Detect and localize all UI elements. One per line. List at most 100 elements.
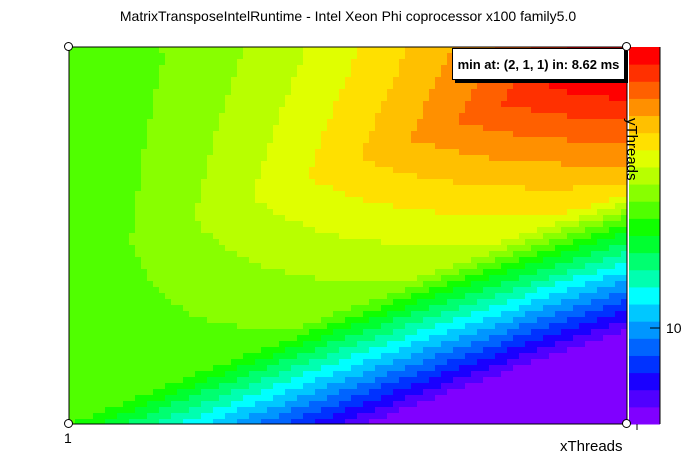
- heat-cell: [315, 299, 322, 306]
- heat-cell: [201, 233, 208, 240]
- heat-cell: [561, 323, 568, 330]
- heat-cell: [519, 251, 526, 258]
- heat-cell: [141, 47, 148, 54]
- heat-cell: [321, 71, 328, 78]
- heat-cell: [375, 155, 382, 162]
- heat-cell: [513, 95, 520, 102]
- heat-cell: [399, 113, 406, 120]
- heat-cell: [513, 317, 520, 324]
- heat-cell: [105, 215, 112, 222]
- heat-cell: [603, 221, 610, 228]
- heat-cell: [597, 167, 604, 174]
- heat-cell: [111, 65, 118, 72]
- heat-cell: [531, 359, 538, 366]
- heat-cell: [129, 293, 136, 300]
- heat-cell: [321, 125, 328, 132]
- heat-cell: [393, 215, 400, 222]
- heat-cell: [399, 107, 406, 114]
- heat-cell: [129, 269, 136, 276]
- heat-cell: [525, 101, 532, 108]
- heat-cell: [519, 305, 526, 312]
- heat-cell: [543, 83, 550, 90]
- heat-cell: [153, 233, 160, 240]
- heat-cell: [561, 203, 568, 210]
- heat-cell: [105, 161, 112, 168]
- heat-cell: [417, 95, 424, 102]
- heat-cell: [423, 191, 430, 198]
- heat-cell: [99, 65, 106, 72]
- heat-cell: [273, 89, 280, 96]
- heat-cell: [471, 107, 478, 114]
- heat-cell: [165, 197, 172, 204]
- heat-cell: [405, 227, 412, 234]
- heat-cell: [291, 275, 298, 282]
- heat-cell: [237, 77, 244, 84]
- heat-cell: [225, 233, 232, 240]
- heat-cell: [159, 257, 166, 264]
- heat-cell: [513, 89, 520, 96]
- heat-cell: [225, 167, 232, 174]
- heat-cell: [105, 287, 112, 294]
- heat-cell: [615, 239, 622, 246]
- heat-cell: [351, 143, 358, 150]
- heat-cell: [543, 149, 550, 156]
- heat-cell: [87, 155, 94, 162]
- heat-cell: [129, 59, 136, 66]
- heat-cell: [153, 317, 160, 324]
- heat-cell: [483, 287, 490, 294]
- heat-cell: [411, 227, 418, 234]
- heat-cell: [573, 197, 580, 204]
- heat-cell: [321, 119, 328, 126]
- heat-cell: [153, 353, 160, 360]
- heat-cell: [105, 101, 112, 108]
- heat-cell: [213, 179, 220, 186]
- heat-cell: [273, 155, 280, 162]
- heat-cell: [237, 233, 244, 240]
- heat-cell: [549, 155, 556, 162]
- heat-cell: [465, 155, 472, 162]
- heat-cell: [303, 203, 310, 210]
- heat-cell: [231, 65, 238, 72]
- heat-cell: [129, 203, 136, 210]
- heat-cell: [495, 179, 502, 186]
- heat-cell: [375, 53, 382, 60]
- heat-cell: [471, 323, 478, 330]
- heat-cell: [519, 347, 526, 354]
- heat-cell: [207, 131, 214, 138]
- heat-cell: [351, 203, 358, 210]
- heat-cell: [213, 173, 220, 180]
- heat-cell: [279, 221, 286, 228]
- heat-cell: [237, 167, 244, 174]
- heat-cell: [471, 173, 478, 180]
- heat-cell: [291, 317, 298, 324]
- heat-cell: [99, 47, 106, 54]
- heat-cell: [297, 245, 304, 252]
- heat-cell: [69, 137, 76, 144]
- heat-cell: [303, 347, 310, 354]
- heat-cell: [315, 347, 322, 354]
- heat-cell: [99, 89, 106, 96]
- heat-cell: [387, 347, 394, 354]
- heat-cell: [423, 185, 430, 192]
- heat-cell: [423, 161, 430, 168]
- heat-cell: [249, 311, 256, 318]
- heat-cell: [213, 341, 220, 348]
- heat-cell: [441, 191, 448, 198]
- heat-cell: [189, 347, 196, 354]
- heat-cell: [123, 269, 130, 276]
- heat-cell: [357, 149, 364, 156]
- heat-cell: [147, 53, 154, 60]
- heat-cell: [591, 125, 598, 132]
- heat-cell: [219, 245, 226, 252]
- heat-cell: [297, 65, 304, 72]
- heat-cell: [75, 83, 82, 90]
- heat-cell: [141, 125, 148, 132]
- heat-cell: [177, 89, 184, 96]
- heat-cell: [579, 89, 586, 96]
- heat-cell: [555, 323, 562, 330]
- heat-cell: [381, 275, 388, 282]
- heat-cell: [285, 47, 292, 54]
- heat-cell: [513, 161, 520, 168]
- heat-cell: [453, 209, 460, 216]
- heat-cell: [189, 125, 196, 132]
